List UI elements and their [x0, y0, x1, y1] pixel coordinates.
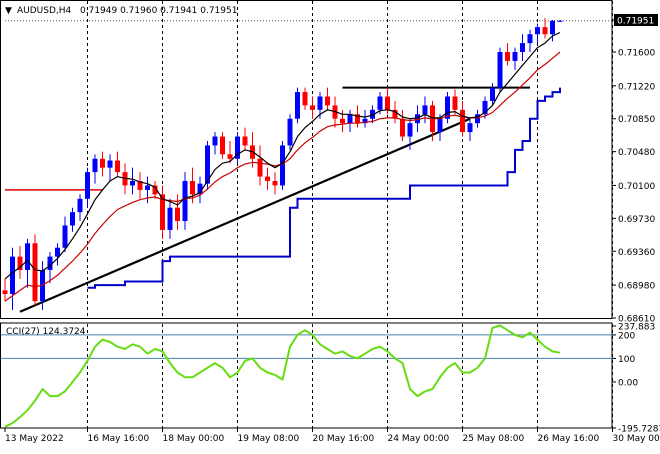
candle-body-bear: [100, 159, 105, 168]
candle-body-bull: [318, 97, 323, 110]
x-tick-label: 25 May 08:00: [463, 434, 525, 444]
y-tick-label: 0.70480: [618, 148, 655, 158]
candle-body-bear: [543, 27, 548, 34]
x-tick-label: 13 May 2022: [5, 434, 64, 444]
candle-body-bear: [325, 97, 330, 106]
candle-body-bull: [348, 114, 353, 123]
candle-body-bull: [108, 161, 113, 168]
y-tick-label: 0.69730: [618, 215, 655, 225]
candle-body-bull: [513, 52, 518, 61]
candle-body-bull: [520, 43, 525, 52]
candle-body-bear: [243, 137, 248, 146]
candle-body-bull: [10, 257, 15, 294]
chart-ohlc-label: 0.71949 0.71960 0.71941 0.71951: [80, 6, 237, 16]
candle-body-bear: [460, 110, 465, 132]
x-tick-label: 30 May 00:00: [613, 434, 660, 444]
candle-body-bull: [408, 123, 413, 136]
candle-body-bull: [528, 34, 533, 43]
x-tick-label: 19 May 08:00: [238, 434, 300, 444]
cci-y-tick-label: -195.7287: [618, 425, 660, 435]
cci-y-tick-label: 200: [618, 331, 635, 341]
candle-body-bear: [265, 177, 270, 181]
y-tick-label: 0.70850: [618, 115, 655, 125]
candle-body-bull: [168, 208, 173, 230]
candle-body-bull: [558, 21, 563, 22]
candle-body-bull: [378, 97, 383, 110]
candle-body-bull: [295, 92, 300, 119]
candle-body-bull: [498, 52, 503, 88]
y-tick-label: 0.68980: [618, 282, 655, 292]
candle-body-bear: [228, 154, 233, 158]
candle-body-bull: [213, 137, 218, 146]
current-price-label: 0.71951: [617, 17, 654, 27]
y-tick-label: 0.70100: [618, 182, 655, 192]
x-tick-label: 26 May 16:00: [538, 434, 600, 444]
cci-y-tick-label: 0.00: [618, 378, 638, 388]
candle-body-bull: [423, 105, 428, 114]
candle-body-bear: [303, 92, 308, 105]
candle-body-bear: [175, 208, 180, 221]
candle-body-bull: [145, 185, 150, 189]
x-tick-label: 18 May 00:00: [163, 434, 225, 444]
cci-label: CCI(27) 124.3724: [6, 327, 86, 337]
candle-body-bear: [505, 52, 510, 61]
candle-body-bear: [258, 159, 263, 177]
candle-body-bull: [438, 119, 443, 132]
candle-body-bear: [273, 181, 278, 185]
candle-body-bull: [468, 123, 473, 132]
candle-body-bear: [3, 290, 8, 294]
cci-y-tick-label: 100: [618, 355, 635, 365]
candle-body-bull: [25, 243, 30, 270]
candle-body-bear: [33, 243, 38, 301]
candle-body-bull: [55, 248, 60, 257]
candle-body-bull: [280, 145, 285, 185]
candle-body-bull: [85, 172, 90, 199]
candle-body-bull: [550, 21, 555, 34]
candle-body-bear: [453, 97, 458, 110]
candle-body-bear: [190, 181, 195, 194]
candle-body-bull: [490, 88, 495, 101]
candle-body-bear: [220, 137, 225, 155]
candle-body-bull: [288, 119, 293, 146]
candle-body-bear: [115, 161, 120, 173]
candle-body-bull: [130, 181, 135, 185]
x-tick-label: 20 May 16:00: [313, 434, 375, 444]
chart-header-arrow: ▼: [5, 6, 12, 16]
x-tick-label: 24 May 00:00: [388, 434, 450, 444]
candle-body-bull: [78, 199, 83, 212]
candle-body-bear: [340, 119, 345, 123]
chart-symbol-label: AUDUSD,H4: [17, 6, 72, 16]
x-tick-label: 16 May 16:00: [88, 434, 150, 444]
y-tick-label: 0.71220: [618, 82, 655, 92]
candle-body-bear: [385, 97, 390, 110]
candle-body-bear: [400, 119, 405, 137]
candle-body-bear: [310, 105, 315, 109]
candle-body-bull: [93, 159, 98, 172]
y-tick-label: 0.71600: [618, 49, 655, 59]
candle-body-bull: [63, 225, 68, 247]
candle-body-bull: [535, 27, 540, 34]
candle-body-bull: [183, 181, 188, 221]
y-tick-label: 0.69360: [618, 248, 655, 258]
candle-body-bull: [70, 212, 75, 225]
